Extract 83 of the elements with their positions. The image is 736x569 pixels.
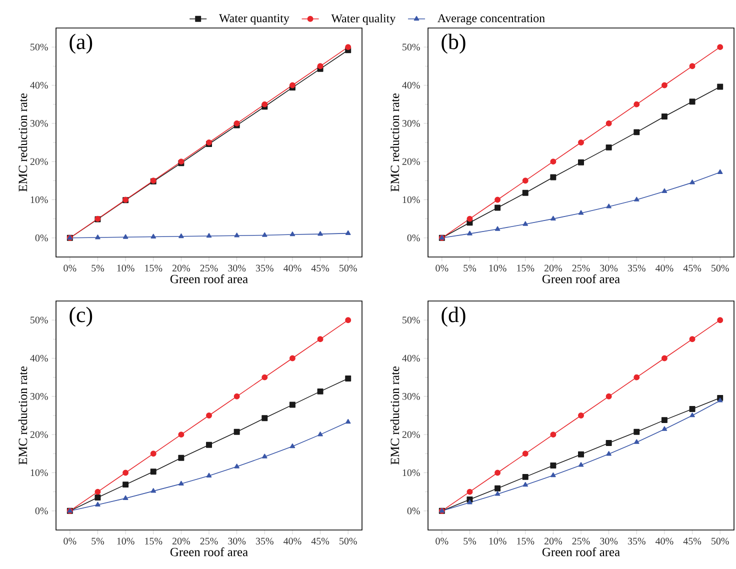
y-tick-label: 20% — [402, 158, 420, 165]
y-tick-label: 0% — [407, 508, 420, 514]
x-tick-label: 35% — [256, 264, 274, 272]
x-tick-label: 0% — [436, 264, 448, 272]
x-tick-label: 25% — [572, 264, 590, 272]
x-tick-label: 35% — [628, 538, 646, 545]
x-tick-label: 10% — [117, 538, 134, 545]
y-tick-label: 20% — [402, 431, 420, 438]
annotation: (a) — [70, 34, 92, 54]
x-tick-label: 35% — [256, 538, 274, 545]
y-tick-label: 10% — [30, 469, 48, 476]
y-tick-label: 10% — [402, 469, 420, 476]
x-tick-label: 40% — [656, 538, 674, 545]
y-tick-label: 40% — [30, 354, 48, 362]
y-tick-label: 20% — [30, 431, 48, 438]
y-tick-label: 30% — [402, 120, 420, 127]
x-tick-label: 45% — [311, 264, 330, 272]
y-tick-label: 0% — [407, 234, 420, 242]
y-tick-label: 50% — [402, 316, 420, 324]
x-tick-label: 15% — [145, 538, 162, 545]
x-axis-title: Green roof area — [542, 547, 620, 556]
x-tick-label: 45% — [683, 538, 702, 545]
y-tick-label: 40% — [402, 82, 420, 89]
x-tick-label: 50% — [712, 264, 729, 272]
x-axis-title: Green roof area — [170, 274, 248, 284]
y-tick-label: 30% — [30, 120, 48, 127]
x-tick-label: 5% — [92, 538, 104, 545]
x-tick-label: 45% — [311, 538, 330, 545]
x-tick-label: 40% — [284, 264, 302, 272]
x-tick-label: 20% — [172, 264, 190, 272]
y-tick-label: 50% — [30, 316, 48, 324]
y-tick-label: 50% — [30, 44, 48, 50]
x-tick-label: 15% — [517, 264, 534, 272]
x-tick-label: 20% — [172, 538, 190, 545]
x-tick-label: 25% — [572, 538, 590, 545]
x-tick-label: 30% — [600, 264, 618, 272]
y-axis-title: EMC reduction rate — [390, 366, 400, 465]
x-tick-label: 30% — [228, 264, 246, 272]
legend-label: Average concentration — [438, 14, 545, 25]
x-tick-label: 15% — [145, 264, 162, 272]
x-tick-label: 10% — [117, 264, 134, 272]
x-tick-label: 30% — [600, 538, 618, 545]
legend-label: Water quantity — [219, 14, 290, 25]
y-axis-title: EMC reduction rate — [390, 93, 400, 192]
x-tick-label: 5% — [92, 264, 104, 272]
x-tick-label: 25% — [200, 538, 218, 545]
x-axis-title: Green roof area — [170, 547, 248, 556]
y-tick-label: 10% — [402, 196, 420, 204]
x-tick-label: 20% — [544, 538, 562, 545]
y-tick-label: 10% — [30, 196, 48, 204]
x-tick-label: 25% — [200, 264, 218, 272]
x-tick-label: 0% — [64, 264, 76, 272]
x-tick-label: 0% — [64, 538, 76, 545]
y-tick-label: 30% — [30, 393, 48, 400]
y-tick-label: 40% — [402, 354, 420, 362]
annotation: (c) — [70, 306, 92, 327]
x-tick-label: 40% — [284, 538, 302, 545]
annotation: (d) — [442, 306, 466, 327]
x-tick-label: 20% — [544, 264, 562, 272]
y-tick-label: 0% — [35, 508, 48, 514]
x-tick-label: 35% — [628, 264, 646, 272]
x-tick-label: 10% — [489, 538, 506, 545]
y-tick-label: 20% — [30, 158, 48, 165]
x-tick-label: 5% — [464, 538, 476, 545]
y-tick-label: 50% — [402, 44, 420, 50]
x-tick-label: 40% — [656, 264, 674, 272]
y-tick-label: 40% — [30, 82, 48, 89]
annotation: (b) — [442, 34, 466, 54]
x-tick-label: 15% — [517, 538, 534, 545]
y-axis-title: EMC reduction rate — [18, 366, 28, 465]
x-tick-label: 5% — [464, 264, 476, 272]
x-axis-title: Green roof area — [542, 274, 620, 284]
legend-label: Water quality — [331, 14, 396, 25]
x-tick-label: 30% — [228, 538, 246, 545]
x-tick-label: 0% — [436, 538, 448, 545]
y-axis-title: EMC reduction rate — [18, 93, 28, 192]
y-tick-label: 30% — [402, 393, 420, 400]
x-tick-label: 10% — [489, 264, 506, 272]
x-tick-label: 50% — [340, 264, 357, 272]
y-tick-label: 0% — [35, 234, 48, 242]
x-tick-label: 45% — [683, 264, 702, 272]
x-tick-label: 50% — [712, 538, 729, 545]
x-tick-label: 50% — [340, 538, 357, 545]
